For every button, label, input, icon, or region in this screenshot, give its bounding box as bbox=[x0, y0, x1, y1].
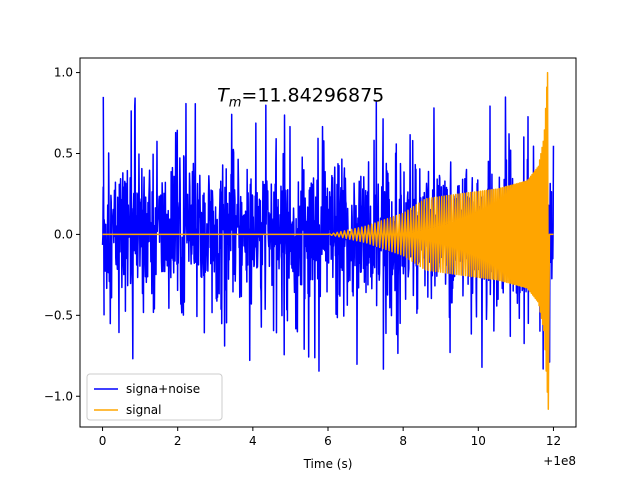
y-tick-label: 1.0 bbox=[54, 66, 73, 80]
legend-label-signa-noise: signa+noise bbox=[126, 382, 200, 396]
annotation-subscript: m bbox=[229, 96, 242, 111]
x-tick-label: 8 bbox=[399, 434, 407, 448]
annotation-symbol: T bbox=[217, 85, 230, 107]
merger-time-annotation: Tm=11.84296875 bbox=[217, 85, 384, 111]
x-tick-label: 2 bbox=[174, 434, 182, 448]
y-tick-label: −1.0 bbox=[44, 389, 73, 403]
y-tick-label: −0.5 bbox=[44, 308, 73, 322]
x-tick-label: 10 bbox=[471, 434, 486, 448]
y-axis-ticks: −1.0 −0.5 0.0 0.5 1.0 bbox=[44, 66, 80, 403]
series-layer bbox=[101, 71, 555, 410]
plot-area bbox=[101, 71, 555, 410]
x-axis-offset-label: +1e8 bbox=[543, 454, 576, 468]
x-axis-ticks: 0 2 4 6 8 10 12 bbox=[99, 427, 561, 448]
x-tick-label: 4 bbox=[249, 434, 257, 448]
x-tick-label: 6 bbox=[324, 434, 332, 448]
x-axis-label: Time (s) bbox=[303, 457, 353, 471]
legend-box bbox=[86, 373, 223, 421]
annotation-value: =11.84296875 bbox=[241, 85, 384, 107]
legend: signa+noise signal bbox=[86, 373, 223, 421]
y-tick-label: 0.0 bbox=[54, 227, 73, 241]
x-tick-label: 12 bbox=[546, 434, 561, 448]
y-tick-label: 0.5 bbox=[54, 146, 73, 160]
legend-label-signal: signal bbox=[126, 403, 162, 417]
series-line-signal bbox=[102, 71, 554, 410]
x-tick-label: 0 bbox=[99, 434, 107, 448]
